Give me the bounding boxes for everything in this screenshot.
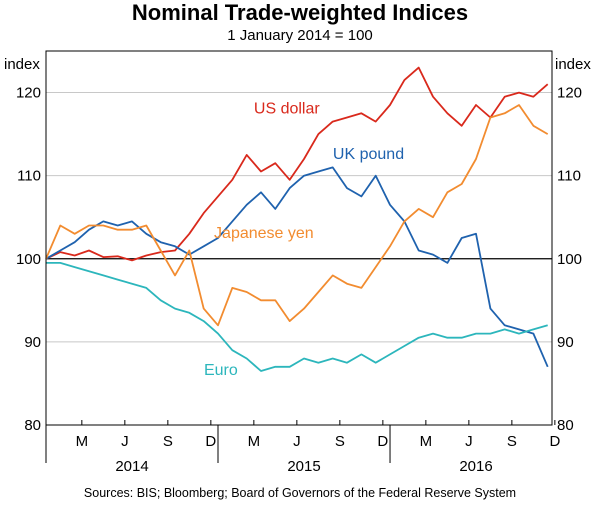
x-year-label: 2016: [459, 458, 492, 475]
x-tick-label-month: S: [335, 433, 345, 450]
y-tick-label-left: 120: [16, 85, 41, 102]
x-tick-label-month: M: [248, 433, 261, 450]
x-tick-label-month: M: [76, 433, 89, 450]
source-note: Sources: BIS; Bloomberg; Board of Govern…: [83, 486, 517, 500]
x-tick-label-month: M: [420, 433, 433, 450]
series-line-us-dollar: [45, 66, 549, 262]
series-line-japanese-yen: [45, 104, 549, 327]
x-tick-label-month: J: [121, 433, 129, 450]
chart-subtitle: 1 January 2014 = 100: [227, 27, 373, 44]
y-tick-label-left: 80: [24, 417, 41, 434]
x-tick-label-month: D: [377, 433, 388, 450]
y-tick-label-right: 110: [557, 168, 581, 185]
x-year-label: 2014: [115, 458, 148, 475]
x-tick-label-month: J: [293, 433, 301, 450]
y-tick-label-left: 90: [24, 334, 41, 351]
series-layer: [45, 66, 549, 372]
axis-labels: 80 80 90 90 100 100 110 110 120 120 M J S D M J S D M J S D 20…: [16, 85, 582, 475]
x-year-label: 2015: [287, 458, 320, 475]
series-label-japanese-yen: Japanese yen: [214, 225, 314, 242]
y-tick-label-left: 100: [16, 251, 41, 268]
chart-title: Nominal Trade-weighted Indices: [131, 0, 469, 25]
y-tick-label-right: 80: [557, 417, 574, 434]
y-tick-label-right: 120: [557, 85, 582, 102]
x-tick-label-month: J: [465, 433, 473, 450]
y-axis-unit-right: index: [555, 56, 591, 73]
y-tick-label-right: 100: [557, 251, 582, 268]
series-line-uk-pound: [45, 166, 549, 368]
y-tick-label-left: 110: [17, 168, 41, 185]
series-line-euro: [46, 261, 548, 372]
series-label-us-dollar: US dollar: [254, 100, 320, 117]
y-tick-label-right: 90: [557, 334, 574, 351]
x-tick-label-month: S: [507, 433, 517, 450]
x-tick-label-month: S: [163, 433, 173, 450]
series-label-uk-pound: UK pound: [333, 146, 404, 163]
x-tick-label-month: D: [205, 433, 216, 450]
gridlines: [45, 92, 556, 463]
plot-frame: [45, 50, 553, 426]
x-tick-label-month: D: [549, 433, 560, 450]
y-axis-unit-left: index: [4, 56, 40, 73]
series-label-euro: Euro: [204, 362, 238, 379]
